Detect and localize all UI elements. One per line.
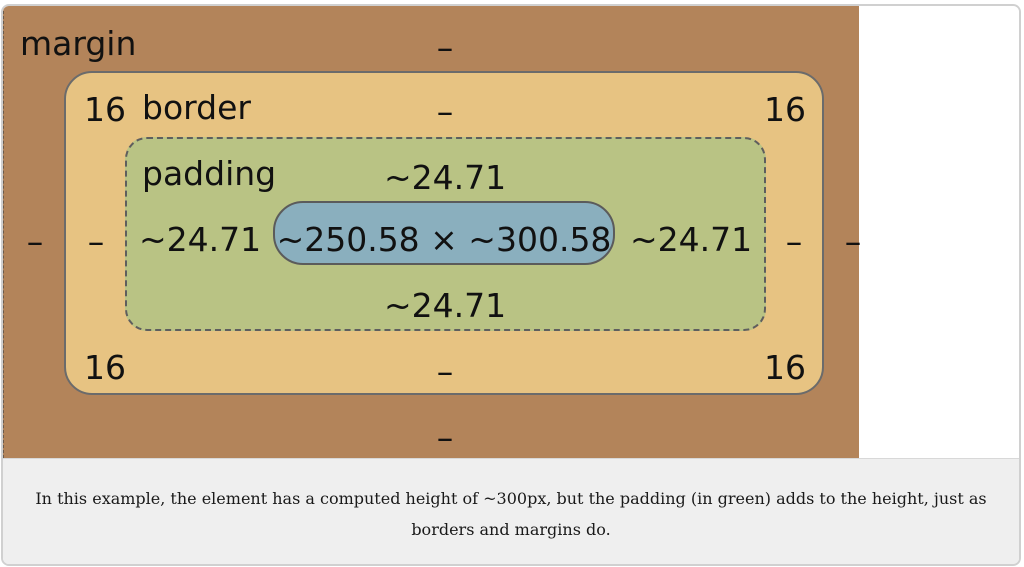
- box-model-diagram: margin – – – – 16 border – 16 – – 16 – 1…: [3, 6, 1019, 458]
- border-left-value: –: [87, 222, 105, 261]
- margin-left-value: –: [26, 222, 44, 261]
- margin-right-value: –: [844, 222, 862, 261]
- border-top-value: –: [436, 92, 454, 131]
- border-corner-bottom-left: 16: [84, 348, 126, 387]
- padding-label: padding: [142, 154, 277, 193]
- border-corner-top-right: 16: [764, 90, 806, 129]
- margin-top-value: –: [436, 28, 454, 67]
- margin-label: margin: [20, 24, 137, 63]
- figure: margin – – – – 16 border – 16 – – 16 – 1…: [1, 4, 1021, 566]
- border-right-value: –: [785, 222, 803, 261]
- content-box: [273, 201, 615, 265]
- content-size-value: ~250.58 × ~300.58: [276, 220, 612, 259]
- padding-right-value: ~24.71: [629, 220, 753, 259]
- border-label: border: [142, 88, 251, 127]
- padding-left-value: ~24.71: [138, 220, 262, 259]
- margin-bottom-value: –: [436, 418, 454, 457]
- padding-top-value: ~24.71: [383, 158, 507, 197]
- padding-bottom-value: ~24.71: [383, 286, 507, 325]
- border-corner-bottom-right: 16: [764, 348, 806, 387]
- border-bottom-value: –: [436, 352, 454, 391]
- figure-caption: In this example, the element has a compu…: [3, 458, 1019, 564]
- border-corner-top-left: 16: [84, 90, 126, 129]
